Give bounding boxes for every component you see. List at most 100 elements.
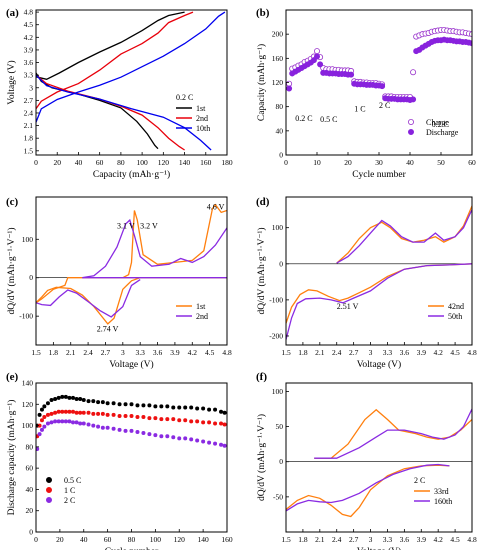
series-discharge-point	[410, 96, 417, 103]
legend-swatch	[407, 128, 414, 135]
series-1-c-point	[105, 412, 110, 417]
y-tick-label: 3.6	[24, 58, 34, 67]
series-1-c-point	[159, 417, 164, 422]
series-1-c-point	[147, 416, 152, 421]
x-tick-label: 2.7	[349, 348, 359, 357]
series-1-c-point	[91, 411, 96, 416]
x-tick-label: 3.3	[135, 348, 145, 357]
series-0.5-c-point	[105, 401, 110, 406]
series-2nd-line	[36, 279, 141, 318]
series-0.5-c-point	[117, 402, 122, 407]
series-2nd-line	[36, 11, 194, 110]
y-tick-label: -50	[273, 492, 283, 501]
annotation: 3.2 V	[140, 222, 158, 231]
panel-b: (b) 0 10 20 30 40 50 60 0 40 80 120 160 200 Cycle numb…	[256, 7, 476, 180]
legend-swatch	[46, 496, 53, 503]
series-discharge-point	[348, 71, 355, 78]
y-tick-label: -100	[269, 295, 283, 304]
series-2-c-point	[42, 424, 47, 429]
series-1-c-point	[100, 411, 105, 416]
x-tick-label: 40	[80, 535, 88, 544]
series-1-c-point	[86, 410, 91, 415]
x-tick-label: 4.2	[433, 535, 443, 544]
y-tick-label: 120	[272, 78, 284, 87]
legend-title: 2 C	[414, 476, 425, 485]
x-tick-label: 180	[221, 158, 233, 167]
series-1-c-point	[111, 412, 116, 417]
y-tick-label: 2.1	[24, 121, 34, 130]
y-tick-label: 40	[276, 126, 284, 135]
series-0.5-c-point	[37, 412, 42, 417]
x-tick-label: 3	[369, 348, 373, 357]
series-1-c-point	[177, 418, 182, 423]
series-2-c-point	[207, 440, 212, 445]
annotation: 2.51 V	[337, 302, 359, 311]
series-0.5-c-point	[219, 409, 224, 414]
x-tick-label: 2.4	[332, 535, 342, 544]
x-tick-label: 50	[437, 158, 445, 167]
x-tick-label: 140	[179, 158, 191, 167]
series-2-c-point	[96, 424, 101, 429]
series-2-c-point	[219, 442, 224, 447]
series-1-c-point	[222, 422, 227, 427]
series-1-c-point	[71, 409, 76, 414]
x-tick-label: 2.1	[66, 348, 76, 357]
series-2-c-point	[153, 433, 158, 438]
series-2-c-point	[195, 438, 200, 443]
x-tick-label: 10	[313, 158, 321, 167]
series-0.5-c-point	[86, 399, 91, 404]
series-2-c-point	[213, 441, 218, 446]
series-1-c-point	[165, 417, 170, 422]
series-1-c-point	[96, 411, 101, 416]
series-1-c-point	[67, 409, 72, 414]
legend-label: 160th	[434, 497, 452, 506]
x-tick-label: 1.8	[298, 535, 308, 544]
x-tick-label: 30	[375, 158, 383, 167]
annotation: 0.2 C	[295, 114, 312, 123]
series-0.5-c-point	[49, 398, 54, 403]
series-2-c-point	[171, 435, 176, 440]
y-tick-label: 20	[26, 506, 34, 515]
series-1-c-point	[117, 413, 122, 418]
annotation: 2 C	[379, 101, 390, 110]
y-tick-label: 200	[272, 30, 284, 39]
series-2-c-point	[81, 421, 86, 426]
x-tick-label: 40	[75, 158, 83, 167]
y-axis-label: Capacity (mAh·g⁻¹)	[256, 44, 267, 121]
series-2-c-point	[222, 443, 227, 448]
series-0.5-c-point	[67, 395, 72, 400]
series-42nd-line	[336, 205, 472, 264]
series-0.5-c-point	[60, 394, 65, 399]
series-1-c-point	[189, 419, 194, 424]
x-tick-label: 2.4	[332, 348, 342, 357]
x-tick-label: 100	[150, 535, 162, 544]
x-tick-label: 2.7	[101, 348, 111, 357]
series-2-c-point	[49, 420, 54, 425]
series-1-c-point	[141, 415, 146, 420]
y-tick-label: 4.2	[24, 33, 34, 42]
series-2nd-line	[82, 218, 227, 279]
panel-label: (f)	[256, 371, 267, 383]
x-tick-label: 4.8	[222, 348, 232, 357]
x-tick-label: 4.8	[467, 348, 477, 357]
y-tick-label: 4.5	[24, 20, 34, 29]
series-2-c-point	[141, 431, 146, 436]
series-0.5-c-point	[56, 395, 61, 400]
series-0.5-c-point	[189, 405, 194, 410]
series-1-c-point	[56, 409, 61, 414]
series-1-c-point	[45, 412, 50, 417]
series-160th-line	[314, 408, 472, 459]
x-tick-label: 3.6	[400, 535, 410, 544]
y-axis-label: dQ/dV (mAh·g⁻¹·V⁻¹)	[256, 227, 267, 314]
panel-label: (a)	[6, 7, 19, 19]
series-2-c-point	[71, 420, 76, 425]
series-42nd-line	[286, 263, 472, 324]
series-2-c-point	[183, 436, 188, 441]
x-axis-label: Voltage (V)	[109, 359, 153, 370]
x-tick-label: 1.8	[298, 348, 308, 357]
y-tick-label: 2.7	[24, 96, 34, 105]
series-0.5-c-point	[91, 399, 96, 404]
legend-label: 2 C	[64, 496, 75, 505]
series-10th-line	[36, 11, 226, 123]
series-1-c-point	[49, 411, 54, 416]
